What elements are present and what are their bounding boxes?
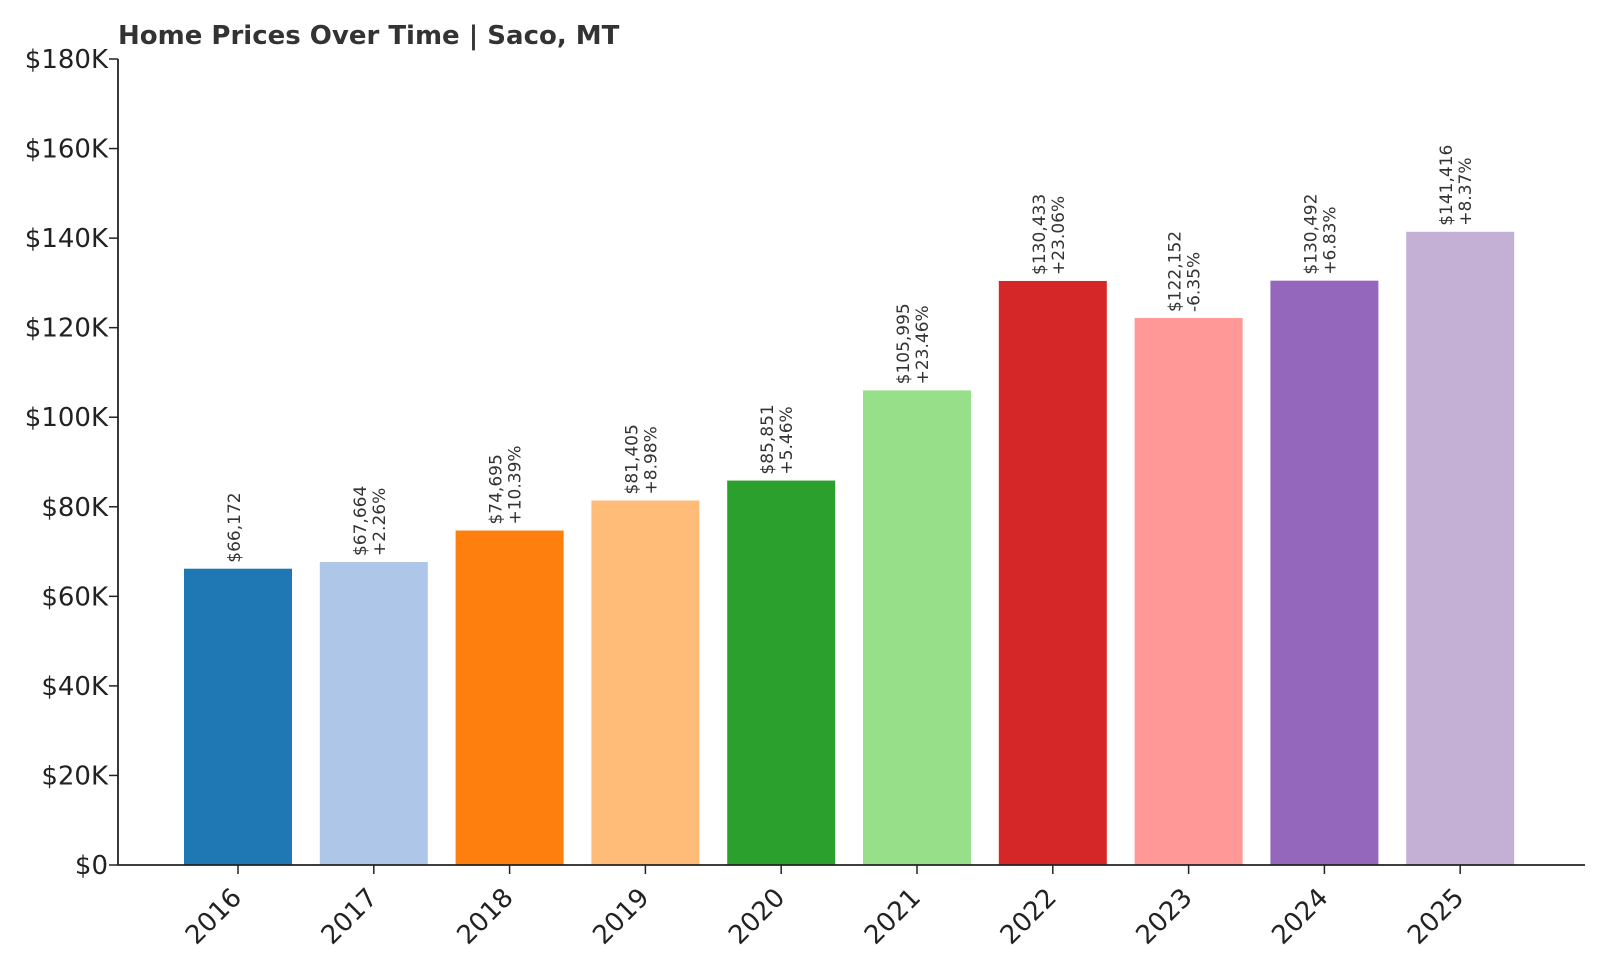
bar (863, 390, 971, 865)
bar-value-label: $66,172 (225, 492, 245, 562)
y-tick-label: $60K (41, 582, 109, 612)
bar-change-label: +8.98% (641, 426, 661, 494)
bar-value-label: $105,995 (894, 303, 914, 384)
bar (1134, 318, 1243, 865)
y-tick-label: $160K (25, 135, 109, 165)
y-tick-label: $120K (25, 314, 109, 344)
bar-annotation: $122,152 -6.35% (1166, 231, 1205, 312)
x-tick-label: 2024 (1266, 883, 1334, 951)
bars-group (184, 231, 1515, 866)
bar (727, 480, 836, 865)
bar-annotation: $74,695 +10.39% (487, 445, 526, 524)
bar-annotation: $81,405 +8.98% (622, 424, 661, 494)
bar-annotation: $105,995 +23.46% (894, 303, 933, 384)
bar (184, 568, 292, 865)
bar (1270, 280, 1379, 866)
y-tick-label: $140K (25, 224, 109, 254)
chart-title: Home Prices Over Time | Saco, MT (118, 21, 620, 51)
bar-value-label: $67,664 (351, 486, 371, 556)
bar-change-label: +23.46% (913, 305, 933, 384)
y-tick-label: $40K (41, 672, 109, 702)
bar-annotation: $141,416 +8.37% (1437, 145, 1476, 226)
x-tick-label: 2021 (859, 883, 927, 951)
bar-change-label: +23.06% (1049, 196, 1069, 275)
bar-change-label: +2.26% (370, 488, 390, 556)
bar-annotation: $130,433 +23.06% (1030, 194, 1069, 275)
x-tick-label: 2020 (723, 883, 791, 951)
x-tick-label: 2019 (587, 883, 655, 951)
bar-annotation: $67,664 +2.26% (351, 486, 390, 556)
bar (998, 280, 1107, 865)
bar-change-label: +6.83% (1320, 206, 1340, 274)
bar (455, 530, 564, 865)
y-tick-label: $80K (41, 493, 109, 523)
y-tick-label: $180K (25, 45, 109, 75)
bar-annotation: $66,172 (225, 492, 245, 562)
bar-change-label: -6.35% (1185, 252, 1205, 312)
bar-labels-group: $66,172 $67,664 +2.26% $74,695 +10.39% $81,40… (225, 145, 1476, 563)
bar (319, 562, 428, 865)
bar-value-label: $141,416 (1437, 145, 1457, 226)
x-tick-label: 2025 (1402, 883, 1470, 951)
bar-annotation: $130,492 +6.83% (1301, 194, 1340, 275)
y-tick-label: $100K (25, 403, 109, 433)
bar-value-label: $130,492 (1301, 194, 1321, 275)
bar-annotation: $85,851 +5.46% (758, 404, 797, 474)
y-tick-label: $20K (41, 761, 109, 791)
x-tick-label: 2017 (316, 883, 384, 951)
y-tick-label: $0 (75, 851, 108, 881)
bar-value-label: $122,152 (1166, 231, 1186, 312)
x-axis-ticks: 2016 2017 2018 2019 2020 2021 2022 2023 2024 2025 (180, 865, 1470, 951)
x-tick-label: 2018 (452, 883, 520, 951)
bar-value-label: $74,695 (487, 454, 507, 524)
x-tick-label: 2022 (995, 883, 1063, 951)
bar-change-label: +5.46% (777, 406, 797, 474)
x-tick-label: 2016 (180, 883, 248, 951)
bar-change-label: +10.39% (506, 445, 526, 524)
bar-change-label: +8.37% (1456, 158, 1476, 226)
x-tick-label: 2023 (1131, 883, 1199, 951)
bar-value-label: $81,405 (622, 424, 642, 494)
y-axis-ticks: $0 $20K $40K $60K $80K $100K $120K $140K $160K $1… (25, 45, 118, 881)
bar-value-label: $85,851 (758, 404, 778, 474)
bar-value-label: $130,433 (1030, 194, 1050, 275)
bar (1406, 231, 1515, 866)
bar (591, 500, 700, 865)
